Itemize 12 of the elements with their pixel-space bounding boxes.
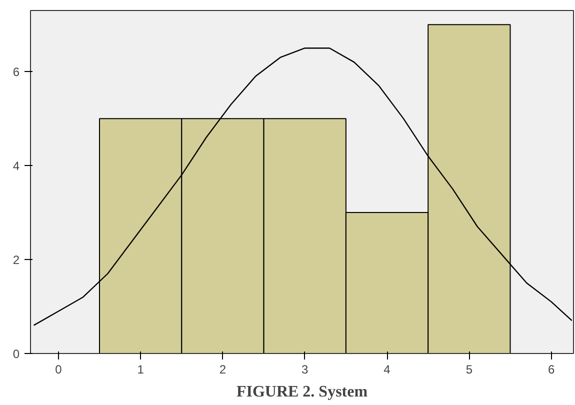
x-tick-label: 4: [384, 362, 391, 376]
x-tick-label: 0: [55, 362, 62, 376]
y-tick-label: 4: [12, 159, 20, 174]
text: FIGURE 2. System: [236, 384, 368, 400]
x-tick-label: 5: [466, 362, 473, 376]
y-tick-label: 2: [12, 253, 20, 268]
x-tick-label: 1: [137, 362, 144, 376]
y-tick-label: 0: [12, 347, 20, 361]
x-tick-label: 3: [302, 362, 309, 376]
x-tick-label: 6: [548, 362, 555, 376]
x-tick-label: 2: [219, 362, 226, 376]
y-tick-label: 6: [12, 65, 20, 80]
